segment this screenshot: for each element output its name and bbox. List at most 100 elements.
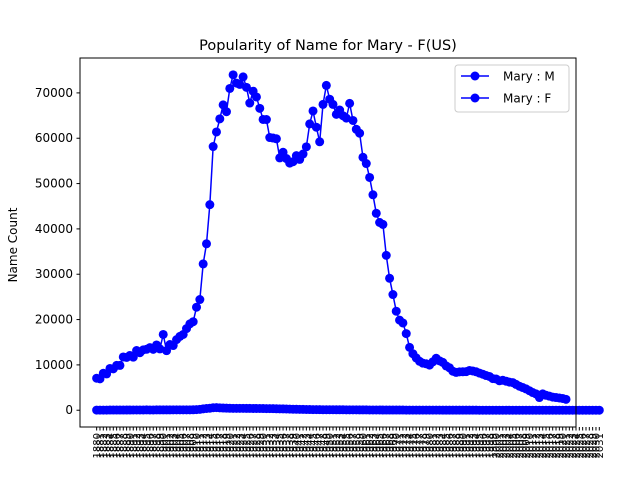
x-tick-label: 1915 xyxy=(209,433,220,458)
x-tick-label: 2023 xyxy=(568,433,579,458)
x-tick-label: 2025 xyxy=(575,433,586,458)
x-tick-label: 1937 xyxy=(282,433,293,458)
x-tick-label: 1953 xyxy=(335,433,346,458)
data-point xyxy=(158,329,168,339)
x-tick-label: 1998 xyxy=(485,433,496,458)
y-tick-label: 0 xyxy=(65,403,73,417)
x-tick-label: 1933 xyxy=(269,433,280,458)
x-tick-label: 1975 xyxy=(408,433,419,458)
x-tick-label: 2024 xyxy=(572,433,583,458)
x-tick-label: 1917 xyxy=(215,433,226,458)
x-tick-label: 2012 xyxy=(532,433,543,458)
x-tick-label: 2008 xyxy=(518,433,529,458)
x-tick-label: 1897 xyxy=(149,433,160,458)
x-tick-label: 1977 xyxy=(415,433,426,458)
x-tick-label: 1891 xyxy=(129,433,140,458)
x-tick-label: 1974 xyxy=(405,433,416,458)
x-tick-label: 1906 xyxy=(179,433,190,458)
x-tick-label: 2013 xyxy=(535,433,546,458)
data-point xyxy=(321,80,331,90)
x-tick-label: 2031 xyxy=(595,433,606,458)
x-tick-label: 1911 xyxy=(195,433,206,458)
x-tick-label: 1999 xyxy=(488,433,499,458)
x-tick-label: 1895 xyxy=(142,433,153,458)
x-tick-label: 1985 xyxy=(442,433,453,458)
x-tick-label: 1946 xyxy=(312,433,323,458)
x-tick-label: 1982 xyxy=(432,433,443,458)
data-point xyxy=(388,290,398,300)
x-tick-label: 1880 xyxy=(92,433,103,458)
x-tick-label: 1964 xyxy=(372,433,383,458)
x-tick-label: 1996 xyxy=(478,433,489,458)
x-tick-label: 1969 xyxy=(388,433,399,458)
x-tick-label: 2018 xyxy=(552,433,563,458)
data-point xyxy=(311,122,321,132)
data-point xyxy=(371,208,381,218)
y-tick-label: 60000 xyxy=(35,131,73,145)
x-tick-label: 1995 xyxy=(475,433,486,458)
x-tick-label: 1958 xyxy=(352,433,363,458)
x-tick-label: 1984 xyxy=(438,433,449,458)
x-tick-label: 1962 xyxy=(365,433,376,458)
x-tick-label: 2002 xyxy=(498,433,509,458)
data-point xyxy=(348,115,358,125)
plot-frame xyxy=(79,57,577,428)
x-tick-label: 1924 xyxy=(239,433,250,458)
x-tick-label: 1988 xyxy=(452,433,463,458)
x-tick-label: 1923 xyxy=(235,433,246,458)
x-tick-label: 1903 xyxy=(169,433,180,458)
x-tick-label: 1965 xyxy=(375,433,386,458)
x-tick-label: 1970 xyxy=(392,433,403,458)
x-tick-label: 1888 xyxy=(119,433,130,458)
x-tick-label: 1904 xyxy=(172,433,183,458)
data-point xyxy=(391,306,401,316)
data-point xyxy=(308,106,318,116)
data-point xyxy=(238,72,248,82)
y-tick-label: 10000 xyxy=(35,358,73,372)
x-tick-label: 1929 xyxy=(255,433,266,458)
data-point xyxy=(378,219,388,229)
x-tick-label: 1989 xyxy=(455,433,466,458)
x-tick-label: 1939 xyxy=(289,433,300,458)
x-tick-label: 1931 xyxy=(262,433,273,458)
x-tick-label: 1959 xyxy=(355,433,366,458)
x-tick-label: 2005 xyxy=(508,433,519,458)
data-point xyxy=(218,100,228,110)
x-tick-label: 1889 xyxy=(122,433,133,458)
x-tick-label: 1881 xyxy=(95,433,106,458)
x-tick-label: 2011 xyxy=(528,433,539,458)
x-tick-label: 1898 xyxy=(152,433,163,458)
x-tick-label: 1896 xyxy=(145,433,156,458)
x-tick-label: 1886 xyxy=(112,433,123,458)
data-point xyxy=(245,98,255,108)
data-point xyxy=(202,239,211,249)
x-tick-label: 2006 xyxy=(512,433,523,458)
x-tick-label: 2015 xyxy=(542,433,553,458)
series-male xyxy=(92,403,604,415)
x-tick-label: 1980 xyxy=(425,433,436,458)
x-tick-label: 1893 xyxy=(135,433,146,458)
data-point xyxy=(221,107,231,117)
chart-title: Popularity of Name for Mary - F(US) xyxy=(199,38,457,54)
x-tick-label: 1884 xyxy=(105,433,116,458)
data-point xyxy=(365,172,375,182)
series-female xyxy=(92,70,571,404)
x-tick-label: 1900 xyxy=(159,433,170,458)
x-tick-label: 2021 xyxy=(562,433,573,458)
data-point xyxy=(594,405,604,415)
data-point xyxy=(208,142,218,152)
x-tick-label: 1935 xyxy=(275,433,286,458)
x-tick-label: 1882 xyxy=(99,433,110,458)
y-axis-ticks: 0 10000 20000 30000 40000 50000 60000 70000 xyxy=(35,86,80,417)
data-point xyxy=(255,103,265,113)
x-tick-label: 1948 xyxy=(319,433,330,458)
x-tick-label: 2014 xyxy=(538,433,549,458)
x-tick-label: 2001 xyxy=(495,433,506,458)
x-tick-label: 1951 xyxy=(328,433,339,458)
x-tick-label: 1899 xyxy=(155,433,166,458)
x-axis-ticks: 1880188118821883188418851886188718881889… xyxy=(92,427,606,458)
data-point xyxy=(361,159,371,169)
x-tick-label: 1912 xyxy=(199,433,210,458)
data-point xyxy=(115,360,125,370)
